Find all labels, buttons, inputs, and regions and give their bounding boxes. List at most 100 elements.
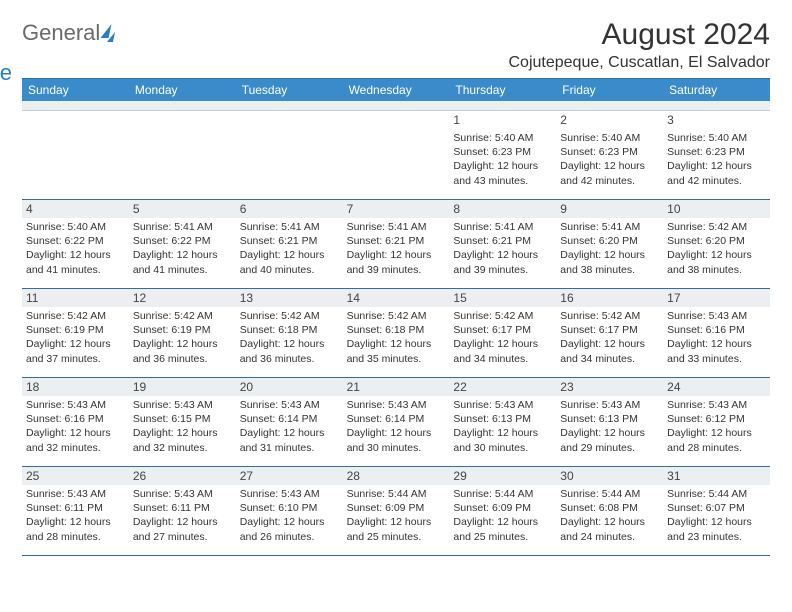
header: General Blue August 2024 Cojutepeque, Cu…: [22, 18, 770, 72]
sunset-line: Sunset: 6:21 PM: [240, 234, 339, 248]
weekday-header: Saturday: [663, 79, 770, 101]
day-number: 21: [343, 378, 450, 396]
day-number: 28: [343, 467, 450, 485]
day-number: 18: [22, 378, 129, 396]
sunrise-line: Sunrise: 5:42 AM: [560, 309, 659, 323]
day-cell: 14Sunrise: 5:42 AMSunset: 6:18 PMDayligh…: [343, 289, 450, 377]
daylight-line: Daylight: 12 hours and 30 minutes.: [347, 426, 446, 454]
day-number: [343, 111, 450, 127]
day-number: 8: [449, 200, 556, 218]
sunrise-line: Sunrise: 5:41 AM: [240, 220, 339, 234]
weekday-header: Tuesday: [236, 79, 343, 101]
sunrise-line: Sunrise: 5:43 AM: [560, 398, 659, 412]
day-cell: 17 Sunrise: 5:43 AMSunset: 6:16 PMDayligh…: [663, 289, 770, 377]
day-number: 15: [449, 289, 556, 307]
day-cell: 12Sunrise: 5:42 AMSunset: 6:19 PMDayligh…: [129, 289, 236, 377]
day-cell: [22, 111, 129, 199]
day-number: 3: [663, 111, 770, 129]
daylight-line: Daylight: 12 hours and 39 minutes.: [453, 248, 552, 276]
day-cell: 19 Sunrise: 5:43 AMSunset: 6:15 PMDayligh…: [129, 378, 236, 466]
weekday-header: Wednesday: [343, 79, 450, 101]
daylight-line: Daylight: 12 hours and 23 minutes.: [667, 515, 766, 543]
day-info: Sunrise: 5:42 AMSunset: 6:19 PMDaylight:…: [26, 309, 125, 366]
daylight-line: Daylight: 12 hours and 41 minutes.: [26, 248, 125, 276]
sunrise-line: Sunrise: 5:43 AM: [133, 398, 232, 412]
day-info: Sunrise: 5:44 AMSunset: 6:08 PMDaylight:…: [560, 487, 659, 544]
sunset-line: Sunset: 6:07 PM: [667, 501, 766, 515]
day-number: 4: [22, 200, 129, 218]
sunrise-line: Sunrise: 5:40 AM: [26, 220, 125, 234]
day-cell: 16Sunrise: 5:42 AMSunset: 6:17 PMDayligh…: [556, 289, 663, 377]
sunset-line: Sunset: 6:11 PM: [26, 501, 125, 515]
sunset-line: Sunset: 6:17 PM: [453, 323, 552, 337]
sunrise-line: Sunrise: 5:43 AM: [667, 309, 766, 323]
sunset-line: Sunset: 6:23 PM: [453, 145, 552, 159]
day-number: 13: [236, 289, 343, 307]
sunset-line: Sunset: 6:21 PM: [453, 234, 552, 248]
sunset-line: Sunset: 6:09 PM: [453, 501, 552, 515]
day-info: Sunrise: 5:42 AMSunset: 6:19 PMDaylight:…: [133, 309, 232, 366]
daylight-line: Daylight: 12 hours and 34 minutes.: [560, 337, 659, 365]
sunrise-line: Sunrise: 5:44 AM: [667, 487, 766, 501]
daylight-line: Daylight: 12 hours and 25 minutes.: [453, 515, 552, 543]
day-cell: 21 Sunrise: 5:43 AMSunset: 6:14 PMDayligh…: [343, 378, 450, 466]
sunrise-line: Sunrise: 5:43 AM: [667, 398, 766, 412]
day-number: 2: [556, 111, 663, 129]
week-row: 11Sunrise: 5:42 AMSunset: 6:19 PMDayligh…: [22, 289, 770, 378]
logo-text-blue: Blue: [0, 62, 60, 84]
sunset-line: Sunset: 6:22 PM: [26, 234, 125, 248]
sunset-line: Sunset: 6:19 PM: [133, 323, 232, 337]
sunrise-line: Sunrise: 5:43 AM: [133, 487, 232, 501]
sunrise-line: Sunrise: 5:43 AM: [26, 487, 125, 501]
day-info: Sunrise: 5:44 AMSunset: 6:09 PMDaylight:…: [453, 487, 552, 544]
daylight-line: Daylight: 12 hours and 33 minutes.: [667, 337, 766, 365]
day-number: 5: [129, 200, 236, 218]
day-info: Sunrise: 5:40 AMSunset: 6:23 PMDaylight:…: [667, 131, 766, 188]
sunset-line: Sunset: 6:15 PM: [133, 412, 232, 426]
weekday-header: Friday: [556, 79, 663, 101]
sunrise-line: Sunrise: 5:41 AM: [133, 220, 232, 234]
sunset-line: Sunset: 6:09 PM: [347, 501, 446, 515]
month-title: August 2024: [509, 18, 771, 52]
day-cell: 30 Sunrise: 5:44 AMSunset: 6:08 PMDayligh…: [556, 467, 663, 555]
day-number: 9: [556, 200, 663, 218]
sunrise-line: Sunrise: 5:41 AM: [347, 220, 446, 234]
day-cell: 22Sunrise: 5:43 AMSunset: 6:13 PMDayligh…: [449, 378, 556, 466]
sunset-line: Sunset: 6:08 PM: [560, 501, 659, 515]
day-number: 25: [22, 467, 129, 485]
spacer-row: [22, 101, 770, 111]
sunset-line: Sunset: 6:14 PM: [240, 412, 339, 426]
sunset-line: Sunset: 6:20 PM: [560, 234, 659, 248]
weekday-header: Monday: [129, 79, 236, 101]
daylight-line: Daylight: 12 hours and 43 minutes.: [453, 159, 552, 187]
sunset-line: Sunset: 6:11 PM: [133, 501, 232, 515]
day-number: 17: [663, 289, 770, 307]
sunrise-line: Sunrise: 5:43 AM: [347, 398, 446, 412]
sunset-line: Sunset: 6:13 PM: [453, 412, 552, 426]
day-number: 29: [449, 467, 556, 485]
daylight-line: Daylight: 12 hours and 27 minutes.: [133, 515, 232, 543]
day-info: Sunrise: 5:43 AMSunset: 6:16 PMDaylight:…: [667, 309, 766, 366]
day-number: 19: [129, 378, 236, 396]
day-number: 30: [556, 467, 663, 485]
day-cell: 4 Sunrise: 5:40 AMSunset: 6:22 PMDaylight…: [22, 200, 129, 288]
day-cell: 23Sunrise: 5:43 AMSunset: 6:13 PMDayligh…: [556, 378, 663, 466]
sunset-line: Sunset: 6:10 PM: [240, 501, 339, 515]
logo: General Blue: [22, 22, 114, 66]
day-cell: 27Sunrise: 5:43 AMSunset: 6:10 PMDayligh…: [236, 467, 343, 555]
daylight-line: Daylight: 12 hours and 31 minutes.: [240, 426, 339, 454]
daylight-line: Daylight: 12 hours and 41 minutes.: [133, 248, 232, 276]
daylight-line: Daylight: 12 hours and 29 minutes.: [560, 426, 659, 454]
sunset-line: Sunset: 6:18 PM: [240, 323, 339, 337]
daylight-line: Daylight: 12 hours and 35 minutes.: [347, 337, 446, 365]
day-info: Sunrise: 5:43 AMSunset: 6:15 PMDaylight:…: [133, 398, 232, 455]
day-number: 1: [449, 111, 556, 129]
weeks-container: 1Sunrise: 5:40 AMSunset: 6:23 PMDaylight…: [22, 111, 770, 556]
daylight-line: Daylight: 12 hours and 25 minutes.: [347, 515, 446, 543]
sunrise-line: Sunrise: 5:43 AM: [240, 398, 339, 412]
day-info: Sunrise: 5:43 AMSunset: 6:14 PMDaylight:…: [347, 398, 446, 455]
day-number: 23: [556, 378, 663, 396]
day-info: Sunrise: 5:43 AMSunset: 6:11 PMDaylight:…: [133, 487, 232, 544]
sunrise-line: Sunrise: 5:42 AM: [347, 309, 446, 323]
sunset-line: Sunset: 6:22 PM: [133, 234, 232, 248]
